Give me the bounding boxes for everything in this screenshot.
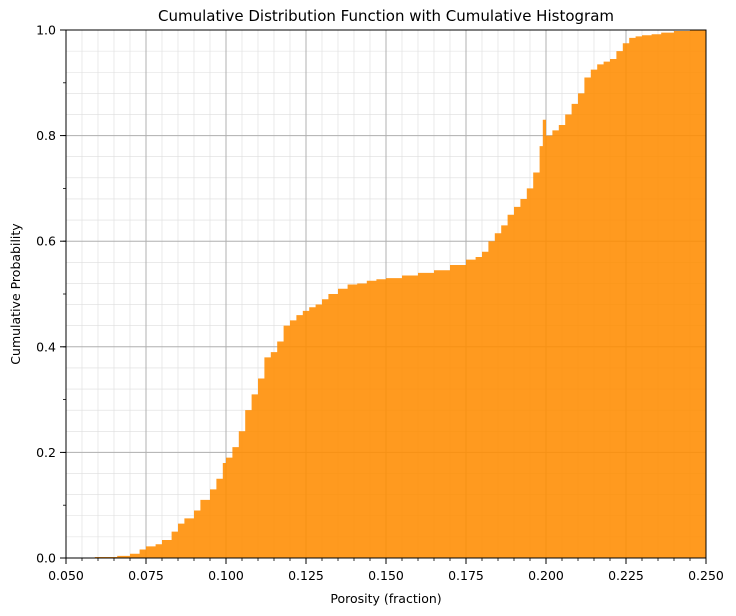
x-axis-ticks: 0.050 0.075 0.100 0.125 0.150 0.175 0.200 0.225… (48, 558, 724, 583)
x-tick-label: 0.200 (528, 568, 564, 583)
x-tick-label: 0.250 (688, 568, 724, 583)
y-tick-label: 0.2 (36, 445, 56, 460)
x-axis-label: Porosity (fraction) (330, 591, 441, 606)
x-tick-label: 0.175 (448, 568, 484, 583)
x-tick-label: 0.100 (208, 568, 244, 583)
y-tick-label: 0.6 (36, 234, 56, 249)
y-tick-label: 0.0 (36, 551, 56, 566)
x-tick-label: 0.050 (48, 568, 84, 583)
y-axis-ticks: 0.0 0.2 0.4 0.6 0.8 1.0 (36, 23, 66, 566)
x-tick-label: 0.150 (368, 568, 404, 583)
x-tick-label: 0.075 (128, 568, 164, 583)
y-tick-label: 0.4 (36, 339, 56, 354)
x-tick-label: 0.225 (608, 568, 644, 583)
chart-title: Cumulative Distribution Function with Cu… (158, 7, 614, 25)
y-tick-label: 1.0 (36, 23, 56, 38)
y-axis-label: Cumulative Probability (8, 223, 23, 365)
x-tick-label: 0.125 (288, 568, 324, 583)
cumulative-histogram-area (94, 30, 707, 558)
y-tick-label: 0.8 (36, 128, 56, 143)
